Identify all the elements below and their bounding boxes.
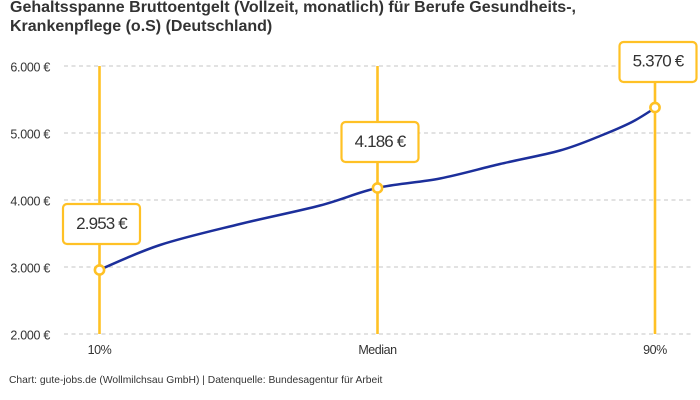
svg-text:4.186 €: 4.186 € [355,132,407,151]
svg-text:5.370 €: 5.370 € [633,52,685,71]
svg-text:90%: 90% [643,343,667,357]
svg-text:3.000 €: 3.000 € [10,262,50,276]
svg-text:Median: Median [358,343,397,357]
svg-text:5.000 €: 5.000 € [10,128,50,142]
svg-text:6.000 €: 6.000 € [10,61,50,75]
svg-text:10%: 10% [88,343,112,357]
svg-text:2.953 €: 2.953 € [76,214,128,233]
svg-text:4.000 €: 4.000 € [10,195,50,209]
svg-text:2.000 €: 2.000 € [10,329,50,343]
